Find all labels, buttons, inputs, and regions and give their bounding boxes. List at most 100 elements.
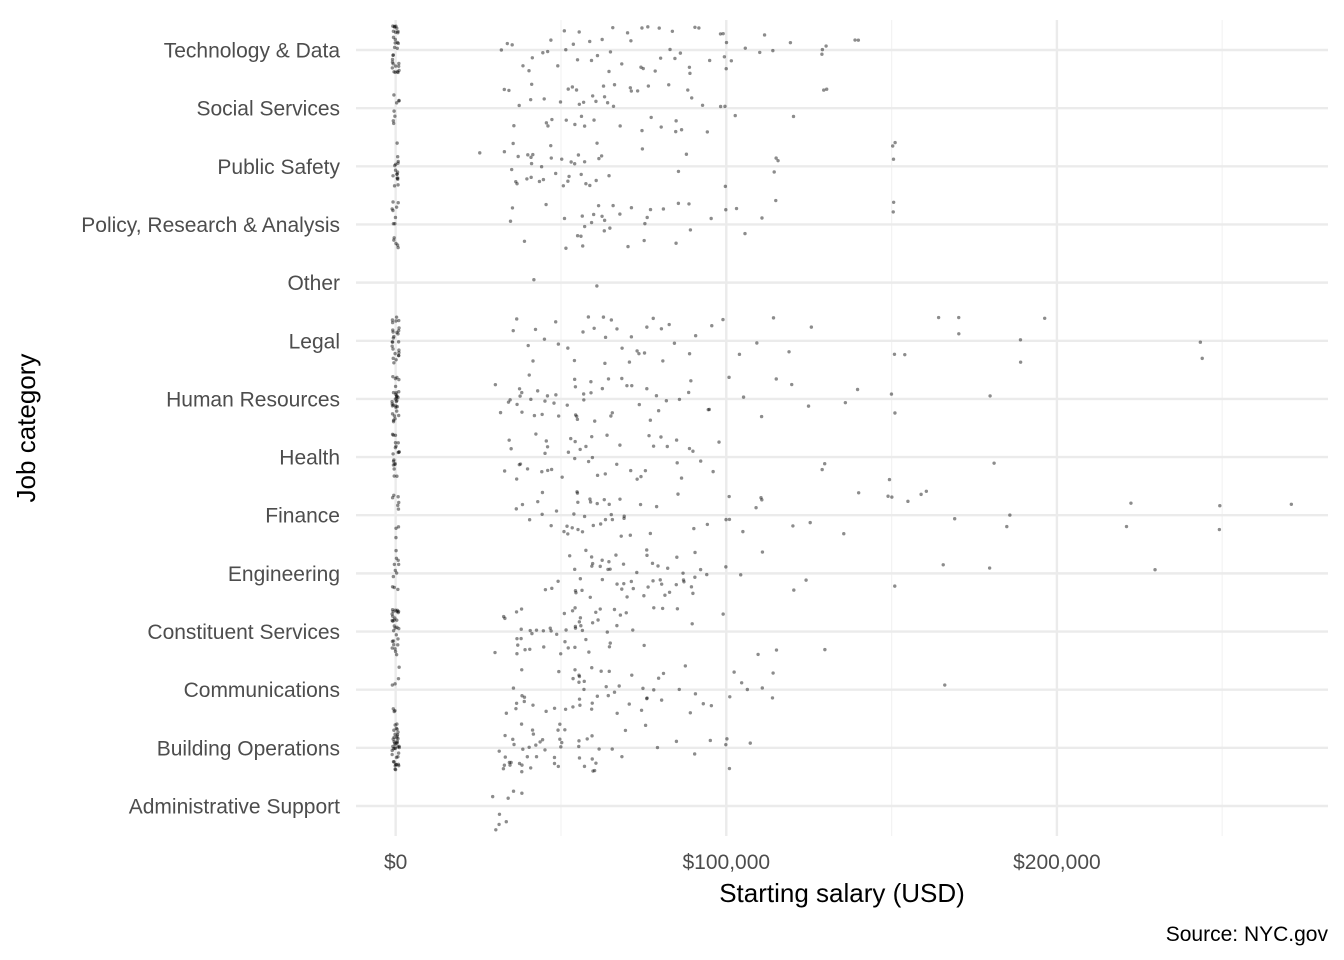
data-point (679, 476, 684, 480)
data-point (591, 523, 595, 528)
data-point (734, 206, 739, 211)
data-point (618, 124, 622, 128)
data-point (592, 326, 596, 330)
data-point (724, 517, 728, 522)
data-point (577, 697, 582, 701)
data-point (582, 224, 587, 229)
data-point (615, 711, 619, 715)
data-point (643, 468, 648, 473)
data-point (646, 84, 651, 88)
data-point (681, 571, 685, 575)
data-point (393, 767, 398, 772)
data-point (395, 375, 399, 380)
data-point (394, 205, 399, 209)
data-point (391, 619, 395, 623)
data-point (893, 140, 897, 145)
data-point (1153, 568, 1157, 572)
y-tick-label: Public Safety (217, 156, 340, 179)
data-point (396, 762, 401, 767)
data-point (530, 56, 535, 60)
data-point (541, 177, 546, 182)
data-point (656, 676, 661, 680)
data-point (578, 703, 582, 707)
data-point (581, 330, 585, 334)
data-point (397, 450, 401, 454)
data-point (545, 445, 550, 449)
data-point (390, 207, 394, 211)
data-point (748, 741, 752, 745)
data-point (396, 332, 400, 336)
data-point (542, 97, 546, 101)
data-point (510, 206, 515, 210)
data-point (698, 567, 703, 572)
data-point (559, 745, 563, 749)
data-point (584, 182, 588, 186)
data-point (710, 324, 714, 328)
data-point (638, 502, 643, 507)
data-point (529, 82, 534, 87)
data-point (609, 512, 613, 517)
data-point (396, 70, 400, 75)
grid-lines (356, 20, 1328, 836)
data-point (556, 342, 561, 346)
data-point (396, 161, 400, 165)
data-point (755, 341, 759, 345)
data-point (640, 26, 644, 30)
data-point (590, 666, 594, 670)
data-point (397, 99, 401, 103)
data-point (724, 742, 728, 747)
data-point (391, 707, 395, 711)
data-point (590, 757, 594, 761)
data-point (391, 609, 395, 614)
data-point (395, 608, 400, 612)
data-point (705, 522, 710, 527)
data-point (693, 692, 698, 696)
data-point (853, 38, 857, 42)
data-point (574, 591, 578, 595)
data-point (532, 413, 537, 418)
data-point (575, 490, 579, 494)
data-point (635, 349, 639, 353)
data-point (663, 593, 667, 597)
data-point (393, 30, 398, 34)
data-point (625, 31, 630, 35)
data-point (635, 89, 640, 93)
data-point (824, 87, 829, 91)
data-point (656, 564, 660, 568)
data-point (395, 739, 400, 744)
data-point (552, 755, 557, 760)
data-point (498, 410, 503, 415)
data-point (393, 647, 397, 651)
data-point (590, 434, 594, 439)
data-point (687, 352, 692, 356)
data-point (649, 115, 653, 120)
data-point (770, 696, 775, 700)
data-point (531, 359, 535, 363)
data-point (692, 526, 696, 531)
data-point (760, 686, 765, 690)
data-point (392, 728, 396, 732)
data-point (396, 751, 401, 755)
data-point (562, 529, 566, 534)
data-point (554, 320, 558, 324)
data-point (607, 69, 611, 74)
data-point (659, 327, 664, 331)
data-point (718, 32, 723, 36)
data-point (652, 688, 656, 692)
data-point (564, 48, 568, 52)
data-point (602, 218, 607, 223)
data-point (988, 394, 992, 398)
data-point (395, 734, 399, 738)
data-point (526, 153, 530, 157)
data-point (724, 40, 729, 45)
data-point (590, 734, 594, 738)
data-point (394, 405, 398, 409)
data-point (586, 459, 591, 464)
data-point (600, 386, 605, 391)
data-point (645, 553, 649, 558)
data-point (619, 534, 623, 538)
data-point (594, 99, 598, 104)
data-point (393, 222, 397, 226)
data-point (396, 676, 401, 681)
data-point (674, 129, 678, 134)
